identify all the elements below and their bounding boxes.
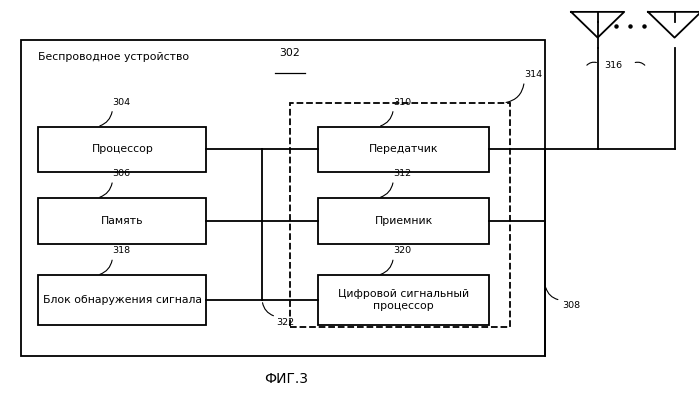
Bar <box>21 40 545 356</box>
Text: 320: 320 <box>394 246 412 255</box>
Text: Приемник: Приемник <box>375 216 433 226</box>
Bar <box>38 275 206 325</box>
Text: Блок обнаружения сигнала: Блок обнаружения сигнала <box>43 295 202 305</box>
Text: 302: 302 <box>280 48 301 58</box>
Text: Цифровой сигнальный
процессор: Цифровой сигнальный процессор <box>338 289 469 311</box>
Bar <box>318 198 489 244</box>
Text: 312: 312 <box>394 169 412 178</box>
Text: 318: 318 <box>113 246 131 255</box>
Text: 304: 304 <box>113 98 131 107</box>
Bar <box>290 103 510 327</box>
Text: 306: 306 <box>113 169 131 178</box>
Text: ФИГ.3: ФИГ.3 <box>265 372 308 386</box>
Bar <box>318 275 489 325</box>
Bar <box>318 127 489 172</box>
Text: 314: 314 <box>524 70 542 79</box>
Text: Процессор: Процессор <box>92 145 153 154</box>
Text: 322: 322 <box>276 318 294 327</box>
Bar <box>38 198 206 244</box>
Bar <box>38 127 206 172</box>
Text: Беспроводное устройство: Беспроводное устройство <box>38 52 189 62</box>
Text: Передатчик: Передатчик <box>369 145 438 154</box>
Text: 316: 316 <box>604 61 622 70</box>
Text: 310: 310 <box>394 98 412 107</box>
Text: 308: 308 <box>562 301 580 310</box>
Text: Память: Память <box>101 216 143 226</box>
